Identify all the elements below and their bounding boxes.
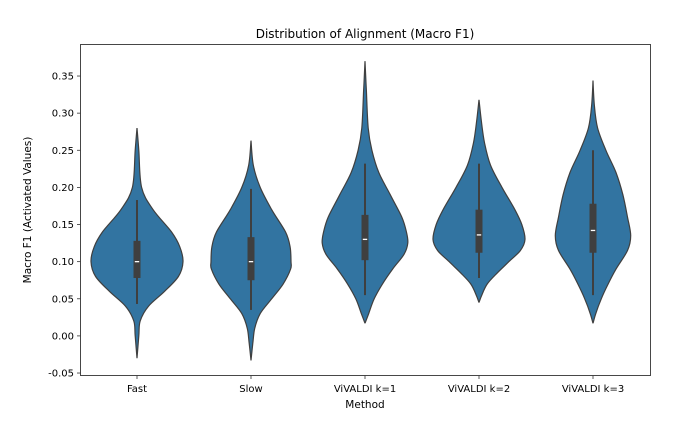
violin-iqr-box xyxy=(589,203,597,253)
violin-iqr-box xyxy=(133,240,141,278)
y-axis: -0.05 0.00 0.05 0.10 0.15 0.20 0.25 0.30 0.35 xyxy=(48,72,81,380)
violin-vivaldi-k-3 xyxy=(554,80,632,324)
violin-vivaldi-k-2 xyxy=(432,99,526,303)
y-axis-label: Macro F1 (Activated Values) xyxy=(22,137,34,284)
x-tick-label: Fast xyxy=(127,384,147,395)
violins-layer xyxy=(90,61,632,361)
violin-vivaldi-k-1 xyxy=(321,61,409,324)
x-tick-label: ViVALDI k=2 xyxy=(448,384,510,395)
violin-slow xyxy=(210,140,292,361)
y-tick-label: 0.00 xyxy=(52,331,74,342)
plot-frame xyxy=(80,44,651,376)
violin-fast xyxy=(90,127,184,359)
chart-title: Distribution of Alignment (Macro F1) xyxy=(256,27,475,41)
y-tick-label: 0.10 xyxy=(52,257,74,268)
y-tick-label: 0.25 xyxy=(52,146,74,157)
x-tick-label: Slow xyxy=(239,384,262,395)
y-tick-label: 0.35 xyxy=(52,72,74,83)
violin-iqr-box xyxy=(247,237,255,281)
y-tick-label: -0.05 xyxy=(48,369,74,380)
violin-iqr-box xyxy=(361,214,369,261)
y-tick-label: 0.20 xyxy=(52,183,74,194)
x-tick-label: ViVALDI k=3 xyxy=(562,384,624,395)
violin-iqr-box xyxy=(475,209,483,253)
x-axis: Fast Slow ViVALDI k=1 ViVALDI k=2 ViVALDI k=… xyxy=(127,375,624,395)
x-axis-label: Method xyxy=(345,399,384,411)
y-tick-label: 0.30 xyxy=(52,109,74,120)
x-tick-label: ViVALDI k=1 xyxy=(334,384,396,395)
y-tick-label: 0.15 xyxy=(52,220,74,231)
y-tick-label: 0.05 xyxy=(52,294,74,305)
